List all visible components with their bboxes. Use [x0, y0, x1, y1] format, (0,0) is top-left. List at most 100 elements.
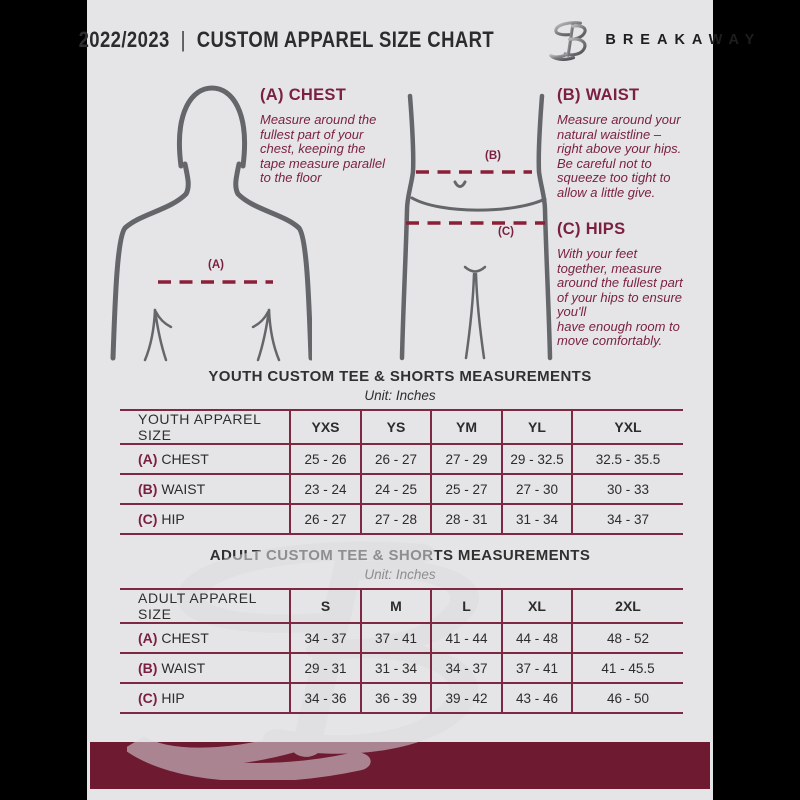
- season-label: 2022/2023: [78, 27, 170, 52]
- chest-heading: (A) CHEST: [260, 86, 347, 104]
- row-label: HIP: [161, 511, 185, 527]
- crotch-line: [463, 265, 487, 273]
- navel: [453, 180, 467, 188]
- youth-size-table: YOUTH APPAREL SIZE YXS YS YM YL YXL (A) …: [120, 409, 683, 535]
- waist-heading: (B) WAIST: [557, 86, 640, 104]
- breakaway-b-logo-icon: [549, 21, 587, 61]
- measurement-cell: 26 - 27: [289, 504, 361, 534]
- adult-header-row: ADULT APPAREL SIZE S M L XL 2XL: [120, 589, 683, 623]
- page-title: 2022/2023 | CUSTOM APPAREL SIZE CHART: [78, 27, 494, 53]
- col-header-s: S: [289, 589, 361, 623]
- row-letter: (C): [138, 511, 158, 527]
- title-separator: |: [180, 27, 186, 52]
- waist-body: Measure around your natural waistline – …: [557, 112, 682, 200]
- chest-instructions: (A) CHEST Measure around the fullest par…: [260, 86, 410, 186]
- row-letter: (B): [138, 660, 158, 676]
- row-label-cell: (B) WAIST: [120, 653, 290, 683]
- row-letter: (A): [138, 630, 158, 646]
- measurement-cell: 37 - 41: [360, 623, 431, 653]
- left-shoulder-arm: [110, 161, 191, 361]
- measurement-cell: 25 - 27: [430, 474, 502, 504]
- measurement-cell: 24 - 25: [360, 474, 431, 504]
- measurement-cell: 26 - 27: [360, 444, 431, 474]
- right-armpit-flick: [251, 310, 270, 329]
- hip-marker-label: (C): [498, 226, 514, 238]
- measurement-cell: 41 - 45.5: [571, 653, 683, 683]
- measurement-cell: 30 - 33: [571, 474, 683, 504]
- waist-marker-label: (B): [485, 150, 501, 162]
- hips-heading: (C) HIPS: [557, 220, 626, 238]
- youth-section-title: YOUTH CUSTOM TEE & SHORTS MEASUREMENTS: [208, 368, 592, 385]
- youth-waist-row: (B) WAIST 23 - 24 24 - 25 25 - 27 27 - 3…: [120, 474, 683, 504]
- youth-hip-row: (C) HIP 26 - 27 27 - 28 28 - 31 31 - 34 …: [120, 504, 683, 534]
- measurement-cell: 44 - 48: [501, 623, 572, 653]
- col-header-l: L: [430, 589, 502, 623]
- brand-name: BREAKAWAY: [605, 32, 762, 48]
- hips-instructions: (C) HIPS With your feet together, measur…: [557, 220, 717, 349]
- adult-chest-row: (A) CHEST 34 - 37 37 - 41 41 - 44 44 - 4…: [120, 623, 683, 653]
- right-shoulder-arm: [233, 161, 312, 361]
- measurement-cell: 43 - 46: [501, 683, 572, 713]
- measurement-cell: 34 - 36: [289, 683, 361, 713]
- header: 2022/2023 | CUSTOM APPAREL SIZE CHART: [78, 0, 754, 80]
- left-inner-leg: [464, 272, 476, 360]
- chest-marker-label: (A): [208, 259, 224, 271]
- measurement-cell: 37 - 41: [501, 653, 572, 683]
- row-letter: (C): [138, 690, 158, 706]
- youth-header-row: YOUTH APPAREL SIZE YXS YS YM YL YXL: [120, 410, 683, 444]
- measurement-cell: 34 - 37: [430, 653, 502, 683]
- row-label-cell: (C) HIP: [120, 504, 290, 534]
- right-inner-arm: [267, 308, 281, 362]
- col-header-yl: YL: [501, 410, 572, 444]
- measurement-cell: 31 - 34: [360, 653, 431, 683]
- row-label: CHEST: [161, 630, 209, 646]
- size-chart-page: 2022/2023 | CUSTOM APPAREL SIZE CHART: [78, 0, 754, 800]
- row-label-cell: (A) CHEST: [120, 444, 290, 474]
- measurement-cell: 27 - 30: [501, 474, 572, 504]
- measurement-cell: 29 - 31: [289, 653, 361, 683]
- right-inner-leg: [474, 272, 486, 360]
- col-header-m: M: [360, 589, 431, 623]
- row-letter: (B): [138, 481, 158, 497]
- row-label-cell: (A) CHEST: [120, 623, 290, 653]
- measurement-cell: 27 - 28: [360, 504, 431, 534]
- row-label: WAIST: [161, 481, 206, 497]
- col-header-xl: XL: [501, 589, 572, 623]
- youth-size-col-header: YOUTH APPAREL SIZE: [138, 411, 261, 443]
- row-label-cell: (B) WAIST: [120, 474, 290, 504]
- hips-body: With your feet together, measure around …: [557, 246, 683, 348]
- measurement-cell: 31 - 34: [501, 504, 572, 534]
- measurement-cell: 34 - 37: [289, 623, 361, 653]
- brand-lockup: BREAKAWAY: [549, 19, 761, 61]
- chest-body: Measure around the fullest part of your …: [260, 112, 386, 185]
- measurement-cell: 46 - 50: [571, 683, 683, 713]
- measurement-cell: 41 - 44: [430, 623, 502, 653]
- measurement-cell: 27 - 29: [430, 444, 502, 474]
- row-label: HIP: [161, 690, 185, 706]
- measurement-cell: 23 - 24: [289, 474, 361, 504]
- torso-chest-diagram: [110, 85, 312, 362]
- youth-unit-label: Unit: Inches: [364, 388, 436, 403]
- measurement-cell: 25 - 26: [289, 444, 361, 474]
- col-header-ys: YS: [360, 410, 431, 444]
- col-header-ym: YM: [430, 410, 502, 444]
- head-outline: [177, 85, 247, 169]
- measurement-cell: 29 - 32.5: [501, 444, 572, 474]
- youth-chest-row: (A) CHEST 25 - 26 26 - 27 27 - 29 29 - 3…: [120, 444, 683, 474]
- waist-hips-diagram: [399, 93, 553, 361]
- adult-waist-row: (B) WAIST 29 - 31 31 - 34 34 - 37 37 - 4…: [120, 653, 683, 683]
- adult-size-col-header: ADULT APPAREL SIZE: [138, 590, 257, 622]
- row-label-cell: (C) HIP: [120, 683, 290, 713]
- left-body-edge: [399, 93, 416, 361]
- measurement-cell: 36 - 39: [360, 683, 431, 713]
- col-header-yxl: YXL: [571, 410, 683, 444]
- right-body-edge: [536, 93, 553, 361]
- left-armpit-flick: [154, 310, 173, 329]
- right-side-line: [256, 308, 271, 362]
- col-header-yxs: YXS: [289, 410, 361, 444]
- row-label: WAIST: [161, 660, 206, 676]
- measurement-cell: 28 - 31: [430, 504, 502, 534]
- left-inner-arm: [143, 308, 157, 362]
- page-title-text: CUSTOM APPAREL SIZE CHART: [196, 27, 494, 52]
